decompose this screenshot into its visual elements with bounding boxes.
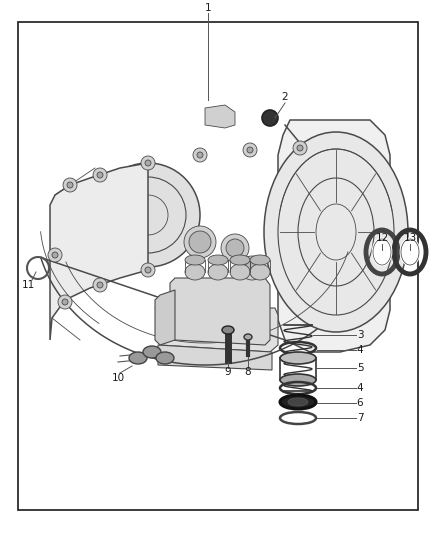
Ellipse shape — [67, 182, 73, 188]
Polygon shape — [50, 163, 148, 340]
Ellipse shape — [222, 326, 234, 334]
Text: 9: 9 — [225, 367, 231, 377]
Text: 6: 6 — [357, 398, 363, 408]
Text: 2: 2 — [282, 92, 288, 102]
Text: 12: 12 — [375, 233, 389, 243]
Ellipse shape — [280, 352, 316, 364]
Text: 3: 3 — [357, 330, 363, 340]
Ellipse shape — [197, 152, 203, 158]
Text: 10: 10 — [111, 373, 124, 383]
Text: 1: 1 — [205, 3, 211, 13]
Text: 8: 8 — [245, 367, 251, 377]
Ellipse shape — [280, 374, 316, 386]
Polygon shape — [158, 345, 272, 370]
Ellipse shape — [185, 264, 205, 280]
Ellipse shape — [93, 278, 107, 292]
Ellipse shape — [145, 160, 151, 166]
Ellipse shape — [189, 231, 211, 253]
Ellipse shape — [250, 264, 270, 280]
Polygon shape — [155, 290, 175, 345]
Ellipse shape — [230, 255, 250, 265]
Ellipse shape — [143, 346, 161, 358]
Ellipse shape — [129, 352, 147, 364]
Text: 4: 4 — [357, 345, 363, 355]
Ellipse shape — [156, 352, 174, 364]
Ellipse shape — [221, 234, 249, 262]
Ellipse shape — [97, 282, 103, 288]
Polygon shape — [205, 105, 235, 128]
Ellipse shape — [288, 398, 308, 406]
Ellipse shape — [401, 239, 419, 265]
Ellipse shape — [63, 178, 77, 192]
Ellipse shape — [280, 395, 316, 409]
Polygon shape — [170, 278, 270, 345]
Ellipse shape — [373, 239, 391, 265]
Ellipse shape — [96, 163, 200, 267]
Ellipse shape — [243, 143, 257, 157]
Text: 4: 4 — [357, 383, 363, 393]
Ellipse shape — [58, 295, 72, 309]
Ellipse shape — [62, 299, 68, 305]
Ellipse shape — [97, 172, 103, 178]
Ellipse shape — [297, 145, 303, 151]
Ellipse shape — [141, 263, 155, 277]
Ellipse shape — [208, 255, 228, 265]
Ellipse shape — [184, 226, 216, 258]
Ellipse shape — [226, 239, 244, 257]
Ellipse shape — [48, 248, 62, 262]
Ellipse shape — [141, 156, 155, 170]
Ellipse shape — [262, 110, 278, 126]
Ellipse shape — [244, 334, 252, 340]
Polygon shape — [155, 308, 278, 352]
Ellipse shape — [193, 148, 207, 162]
Ellipse shape — [250, 255, 270, 265]
Ellipse shape — [264, 132, 408, 332]
Ellipse shape — [185, 255, 205, 265]
Text: 7: 7 — [357, 413, 363, 423]
Ellipse shape — [240, 256, 264, 280]
Ellipse shape — [230, 264, 250, 280]
Text: 11: 11 — [21, 280, 35, 290]
Polygon shape — [278, 120, 390, 352]
Ellipse shape — [145, 267, 151, 273]
Ellipse shape — [208, 264, 228, 280]
Text: 5: 5 — [357, 363, 363, 373]
Ellipse shape — [293, 141, 307, 155]
Ellipse shape — [52, 252, 58, 258]
Ellipse shape — [93, 168, 107, 182]
Text: 13: 13 — [403, 233, 417, 243]
Ellipse shape — [247, 147, 253, 153]
Ellipse shape — [245, 261, 259, 275]
